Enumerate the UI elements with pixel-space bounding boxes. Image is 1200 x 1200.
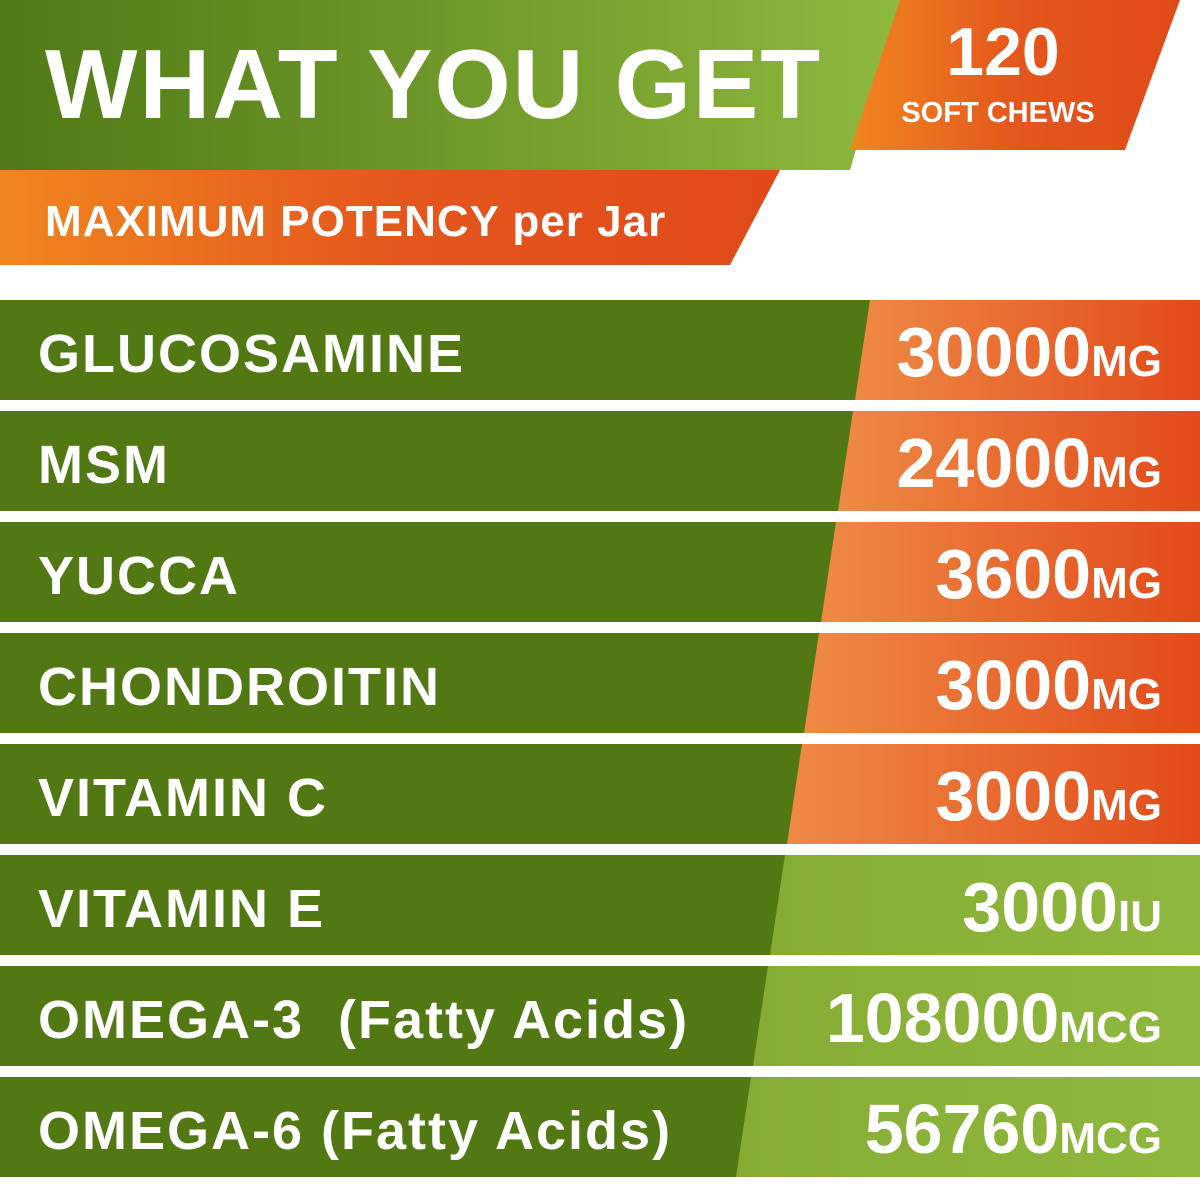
ingredient-name: OMEGA-6 (Fatty Acids)	[38, 1101, 672, 1161]
amount-unit: MG	[1091, 559, 1162, 608]
amount-unit: MG	[1091, 781, 1162, 830]
amount: 30000MG	[896, 313, 1162, 391]
amount: 3000MG	[935, 646, 1162, 724]
badge-label: SOFT CHEWS	[901, 97, 1094, 129]
ingredient-name: GLUCOSAMINE	[38, 324, 465, 384]
amount-cell	[821, 522, 1200, 622]
amount-cell	[855, 300, 1200, 400]
amount-value: 3000	[962, 868, 1118, 946]
ingredient-name: CHONDROITIN	[38, 657, 441, 717]
amount-unit: IU	[1118, 892, 1162, 941]
amount-value: 3000	[935, 646, 1091, 724]
subtitle-band	[0, 170, 780, 265]
amount: 3600MG	[935, 535, 1162, 613]
ingredient-name: OMEGA-3 (Fatty Acids)	[38, 990, 689, 1050]
amount: 3000MG	[935, 757, 1162, 835]
amount-value: 24000	[896, 424, 1091, 502]
amount-cell	[753, 966, 1200, 1066]
amount: 108000MCG	[826, 979, 1162, 1057]
amount-value: 56760	[865, 1090, 1060, 1168]
amount-value: 108000	[826, 979, 1060, 1057]
amount-value: 3000	[935, 757, 1091, 835]
amount-unit: MCG	[1059, 1114, 1162, 1163]
amount-cell	[787, 744, 1200, 844]
amount-unit: MCG	[1059, 1003, 1162, 1052]
ingredient-name: MSM	[38, 435, 170, 495]
ingredient-name: VITAMIN E	[38, 879, 325, 939]
amount: 3000IU	[962, 868, 1162, 946]
amount-cell	[736, 1077, 1200, 1177]
amount-unit: MG	[1091, 337, 1162, 386]
title-band	[0, 0, 900, 170]
amount-cell	[770, 855, 1200, 955]
amount-unit: MG	[1091, 670, 1162, 719]
amount-unit: MG	[1091, 448, 1162, 497]
badge	[850, 0, 1180, 150]
amount-value: 30000	[896, 313, 1091, 391]
amount-value: 3600	[935, 535, 1091, 613]
amount-cell	[838, 411, 1200, 511]
ingredient-name: YUCCA	[38, 546, 240, 606]
amount: 56760MCG	[865, 1090, 1162, 1168]
amount-cell	[804, 633, 1200, 733]
amount: 24000MG	[896, 424, 1162, 502]
ingredient-name: VITAMIN C	[38, 768, 328, 828]
title: WHAT YOU GET	[45, 29, 822, 139]
subtitle: MAXIMUM POTENCY per Jar	[45, 197, 666, 246]
badge-count: 120	[946, 14, 1059, 90]
